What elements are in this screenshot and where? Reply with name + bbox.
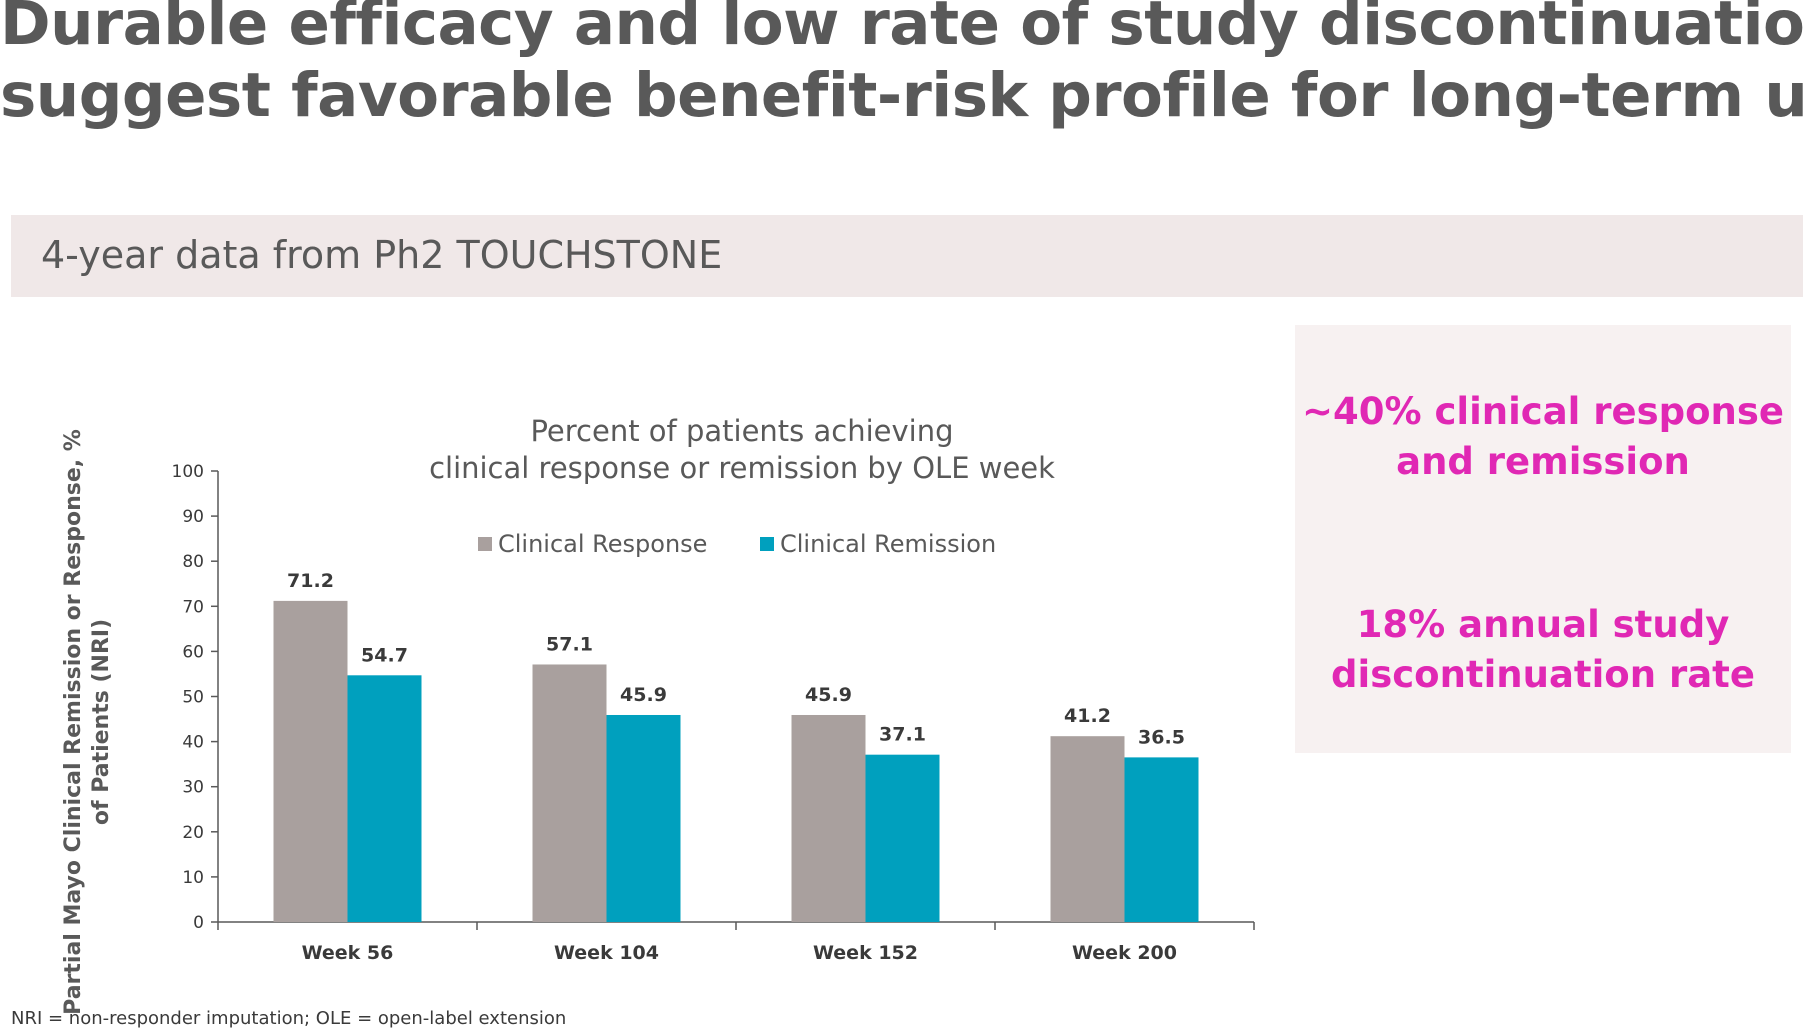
y-tick-label: 50: [182, 688, 204, 708]
y-axis-title-line-1: Partial Mayo Clinical Remission or Respo…: [61, 429, 86, 1015]
stat-discontinuation: 18% annual study discontinuation rate: [1295, 600, 1791, 700]
data-label: 45.9: [805, 684, 852, 706]
data-label: 36.5: [1138, 726, 1185, 748]
section-banner: 4-year data from Ph2 TOUCHSTONE: [11, 215, 1803, 297]
key-stats-callout: ~40% clinical response and remission 18%…: [1295, 325, 1791, 753]
data-label: 45.9: [620, 684, 667, 706]
data-label: 54.7: [361, 644, 408, 666]
bar-clinical-remission: [1124, 757, 1199, 922]
bar-clinical-remission: [606, 714, 681, 922]
data-label: 41.2: [1064, 705, 1111, 727]
bar-clinical-response: [273, 600, 348, 922]
slide-title: Durable efficacy and low rate of study d…: [0, 0, 1803, 132]
y-tick-label: 90: [182, 507, 204, 527]
stat-response-remission-line-1: ~40% clinical response: [1302, 390, 1784, 433]
y-tick-label: 60: [182, 642, 204, 662]
data-label: 71.2: [287, 570, 334, 592]
data-label: 37.1: [879, 724, 926, 746]
chart-axes: 0 10 20 30 40 50 60 70 80 90 100 Week 56 Week 104 Wee…: [172, 462, 1255, 964]
x-tick-label: Week 104: [554, 942, 659, 964]
y-tick-label: 40: [182, 733, 204, 753]
x-tick-label: Week 200: [1072, 942, 1177, 964]
bar-clinical-response: [791, 714, 866, 922]
x-tick-label: Week 56: [302, 942, 394, 964]
stat-discontinuation-line-1: 18% annual study: [1356, 603, 1730, 646]
y-tick-label: 30: [182, 778, 204, 798]
legend-label: Clinical Response: [498, 530, 707, 558]
stat-discontinuation-line-2: discontinuation rate: [1331, 653, 1755, 696]
y-tick-label: 0: [193, 913, 204, 933]
chart-title-line-1: Percent of patients achieving: [530, 414, 953, 448]
y-tick-label: 80: [182, 552, 204, 572]
data-label: 57.1: [546, 633, 593, 655]
slide-title-line-2: suggest favorable benefit-risk profile f…: [0, 60, 1803, 131]
chart-title-line-2: clinical response or remission by OLE we…: [429, 451, 1055, 485]
y-axis-title-2: of Patients (NRI): [89, 619, 114, 825]
y-tick-label: 100: [172, 462, 204, 482]
chart-legend: Clinical Response Clinical Remission: [478, 530, 996, 558]
y-axis-title-line-2: of Patients (NRI): [89, 619, 114, 825]
bar-clinical-response: [532, 664, 607, 922]
bar-clinical-response: [1050, 736, 1125, 922]
chart-bars: 71.2 54.7 57.1 45.9 45.9 37.1 41.2 36.5: [273, 570, 1199, 922]
legend-label: Clinical Remission: [780, 530, 996, 558]
bar-clinical-remission: [865, 754, 940, 922]
slide-title-line-1: Durable efficacy and low rate of study d…: [0, 0, 1803, 59]
y-tick-label: 70: [182, 597, 204, 617]
bar-clinical-remission: [347, 675, 422, 922]
x-tick-label: Week 152: [813, 942, 918, 964]
legend-swatch: [760, 537, 774, 551]
legend-swatch: [478, 537, 492, 551]
stat-response-remission: ~40% clinical response and remission: [1295, 387, 1791, 487]
y-axis-title: Partial Mayo Clinical Remission or Respo…: [61, 429, 86, 1015]
footnote: NRI = non-responder imputation; OLE = op…: [11, 1008, 567, 1029]
y-tick-label: 10: [182, 868, 204, 888]
stat-response-remission-line-2: and remission: [1396, 440, 1690, 483]
section-banner-text: 4-year data from Ph2 TOUCHSTONE: [41, 233, 723, 277]
y-tick-label: 20: [182, 823, 204, 843]
